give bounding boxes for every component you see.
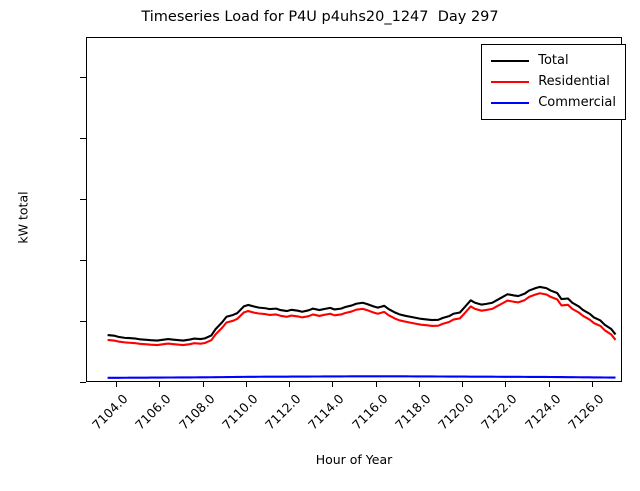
chart-legend: Total Residential Commercial xyxy=(481,44,626,120)
y-axis-label: kW total xyxy=(15,191,31,244)
chart-title: Timeseries Load for P4U p4uhs20_1247 Day… xyxy=(141,9,499,25)
chart-figure: Timeseries Load for P4U p4uhs20_1247 Day… xyxy=(15,9,626,467)
y-tick-mark xyxy=(80,77,86,79)
x-tick-mark xyxy=(591,381,593,387)
x-tick-mark xyxy=(505,381,507,387)
x-axis-label: Hour of Year xyxy=(315,452,393,467)
x-tick-mark xyxy=(548,381,550,387)
x-tick-mark xyxy=(202,381,204,387)
legend-label: Residential xyxy=(538,74,610,89)
x-tick-mark xyxy=(245,381,247,387)
series-lines xyxy=(107,285,617,379)
x-tick-mark xyxy=(375,381,377,387)
y-tick-mark xyxy=(80,321,86,323)
legend-label: Commercial xyxy=(538,95,616,110)
x-tick-mark xyxy=(332,381,334,387)
x-tick-mark xyxy=(159,381,161,387)
y-tick-mark xyxy=(80,382,86,383)
y-tick-mark xyxy=(80,260,86,262)
x-tick-mark xyxy=(116,381,118,387)
legend-color-swatch xyxy=(491,80,530,83)
series-line-total xyxy=(107,285,617,342)
legend-item-total[interactable]: Total xyxy=(491,50,616,71)
series-line-commercial xyxy=(107,375,616,379)
x-tick-mark xyxy=(289,381,291,387)
y-tick-mark xyxy=(80,138,86,140)
legend-item-commercial[interactable]: Commercial xyxy=(491,92,616,113)
legend-color-swatch xyxy=(491,101,530,104)
legend-item-residential[interactable]: Residential xyxy=(491,71,616,92)
x-tick-mark xyxy=(462,381,464,387)
legend-label: Total xyxy=(538,53,569,68)
legend-color-swatch xyxy=(491,59,530,62)
y-tick-mark xyxy=(80,199,86,201)
series-line-residential xyxy=(107,292,617,347)
x-tick-mark xyxy=(418,381,420,387)
